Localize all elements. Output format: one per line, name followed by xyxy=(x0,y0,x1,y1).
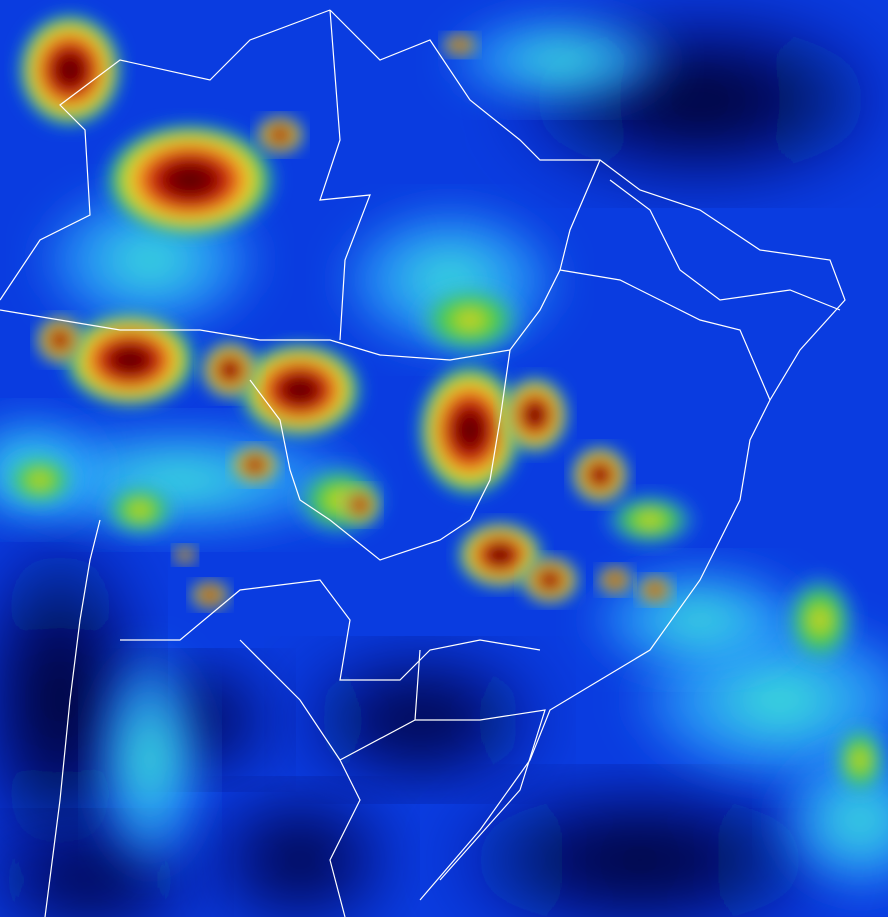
storm-cell xyxy=(415,360,525,500)
storm-cell xyxy=(442,33,478,57)
cloud-region xyxy=(600,490,700,550)
border-line xyxy=(44,519,101,917)
storm-cell xyxy=(570,445,630,505)
thin-cloud-region xyxy=(440,10,680,110)
border-line xyxy=(319,9,371,341)
storm-cell xyxy=(340,485,380,525)
cloud-region xyxy=(780,570,860,670)
storm-cell xyxy=(15,10,125,130)
cloud-region xyxy=(830,720,888,800)
storm-cell xyxy=(597,565,633,595)
border-line xyxy=(0,9,331,301)
storm-cell xyxy=(190,580,230,610)
storm-cell xyxy=(637,575,673,605)
border-line xyxy=(415,709,546,881)
border-line xyxy=(249,349,511,561)
storm-cell xyxy=(230,445,280,485)
border-line xyxy=(120,579,541,681)
clear-sky-region xyxy=(200,790,400,917)
border-line xyxy=(559,269,771,401)
clear-sky-region xyxy=(440,780,840,917)
border-line xyxy=(329,9,846,901)
storm-cell xyxy=(60,310,200,410)
border-line xyxy=(609,179,841,311)
thin-cloud-region xyxy=(90,640,210,880)
storm-cell xyxy=(500,375,570,455)
cloud-region xyxy=(100,480,180,540)
storm-cell xyxy=(173,545,197,565)
political-borders xyxy=(0,9,846,917)
storm-cell xyxy=(255,115,305,155)
cloud-region xyxy=(410,280,530,360)
border-line xyxy=(239,639,341,761)
cloud-region xyxy=(0,450,80,510)
storm-cell xyxy=(200,340,260,400)
storm-cell xyxy=(520,555,580,605)
border-line xyxy=(329,649,421,917)
storm-cell xyxy=(235,340,365,440)
storm-cell xyxy=(35,315,85,365)
storm-cell xyxy=(100,120,280,240)
